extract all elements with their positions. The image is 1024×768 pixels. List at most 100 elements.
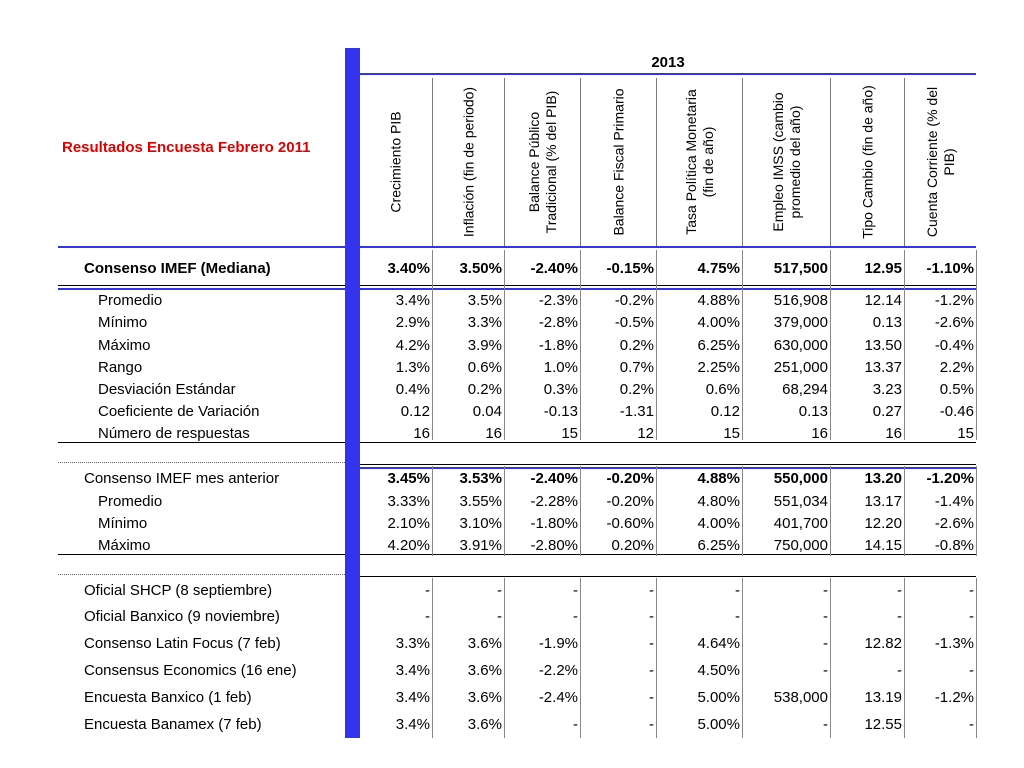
table-cell: - — [823, 635, 828, 652]
table-cell: 0.6% — [467, 359, 502, 376]
table-cell: 6.25% — [697, 537, 740, 554]
column-header-label: Balance Público Tradicional (% del PIB) — [526, 90, 559, 234]
table-cell: - — [649, 635, 654, 652]
table-cell: - — [425, 608, 430, 625]
table-cell: -1.4% — [934, 493, 974, 510]
table-cell: -0.5% — [614, 314, 654, 331]
table-cell: -2.6% — [934, 314, 974, 331]
table-cell: 16 — [811, 425, 828, 442]
row-label: Mínimo — [98, 314, 148, 331]
section-line — [58, 554, 345, 555]
table-cell: 3.45% — [387, 470, 430, 487]
section-line-blue — [360, 467, 976, 469]
table-cell: 4.00% — [697, 515, 740, 532]
column-divider — [432, 250, 433, 440]
table-cell: -0.46 — [939, 403, 974, 420]
table-cell: 0.2% — [467, 381, 502, 398]
table-cell: 3.4% — [395, 689, 430, 706]
table-cell: 12 — [637, 425, 654, 442]
row-label: Oficial SHCP (8 septiembre) — [84, 582, 273, 599]
table-cell: 3.50% — [459, 260, 502, 277]
section-line — [360, 285, 976, 286]
column-divider — [432, 578, 433, 738]
column-header-label: Crecimiento PIB — [387, 111, 404, 213]
table-title: Resultados Encuesta Febrero 2011 — [62, 139, 311, 156]
table-cell: 15 — [561, 425, 578, 442]
column-header-label: Tipo Cambio (fin de año) — [859, 85, 876, 239]
table-cell: 538,000 — [773, 689, 828, 706]
column-divider — [580, 578, 581, 738]
column-divider — [580, 250, 581, 440]
table-cell: -0.8% — [934, 537, 974, 554]
table-cell: -1.31 — [619, 403, 654, 420]
table-cell: -1.8% — [538, 337, 578, 354]
row-label: Consenso Latin Focus (7 feb) — [84, 635, 281, 652]
column-divider — [742, 578, 743, 738]
table-cell: 3.3% — [395, 635, 430, 652]
section-line — [360, 464, 976, 465]
blue-divider-bar — [345, 48, 360, 738]
table-cell: 0.04 — [472, 403, 502, 420]
column-divider — [904, 250, 905, 440]
column-header: Tasa Política Monetaria (fin de año) — [656, 78, 743, 246]
table-cell: - — [573, 582, 578, 599]
table-cell: -0.15% — [606, 260, 654, 277]
table-cell: 630,000 — [773, 337, 828, 354]
table-cell: 1.3% — [395, 359, 430, 376]
table-cell: 4.20% — [387, 537, 430, 554]
table-cell: 3.4% — [395, 662, 430, 679]
table-cell: 0.13 — [872, 314, 902, 331]
table-cell: 3.6% — [467, 689, 502, 706]
table-cell: - — [823, 582, 828, 599]
table-cell: 16 — [885, 425, 902, 442]
column-divider — [976, 250, 977, 440]
column-header: Cuenta Corriente (% del PIB) — [904, 78, 977, 246]
row-label: Encuesta Banamex (7 feb) — [84, 716, 262, 733]
table-cell: 3.53% — [459, 470, 502, 487]
table-cell: 401,700 — [773, 515, 828, 532]
table-cell: 516,908 — [773, 292, 828, 309]
column-divider — [830, 578, 831, 738]
section-line — [360, 576, 976, 577]
table-cell: -1.2% — [934, 689, 974, 706]
table-cell: 0.20% — [611, 537, 654, 554]
column-divider — [742, 466, 743, 556]
table-cell: 0.12 — [710, 403, 740, 420]
table-cell: 0.7% — [619, 359, 654, 376]
table-cell: 3.9% — [467, 337, 502, 354]
table-cell: 14.15 — [864, 537, 902, 554]
column-divider — [656, 466, 657, 556]
table-cell: -1.2% — [934, 292, 974, 309]
year-header: 2013 — [651, 54, 685, 71]
table-cell: - — [573, 716, 578, 733]
table-cell: 4.75% — [697, 260, 740, 277]
table-cell: 0.12 — [400, 403, 430, 420]
column-divider — [904, 578, 905, 738]
table-cell: 3.4% — [395, 716, 430, 733]
table-cell: 4.88% — [697, 470, 740, 487]
table-cell: 13.17 — [864, 493, 902, 510]
row-label: Desviación Estándar — [98, 381, 236, 398]
table-cell: 13.37 — [864, 359, 902, 376]
table-cell: 4.64% — [697, 635, 740, 652]
table-cell: 517,500 — [773, 260, 828, 277]
table-cell: 15 — [723, 425, 740, 442]
table-cell: 12.82 — [864, 635, 902, 652]
section-line — [360, 442, 976, 443]
column-header: Balance Fiscal Primario — [580, 78, 657, 246]
header-bottom-line — [58, 246, 976, 248]
row-label: Consenso IMEF mes anterior — [84, 470, 280, 487]
column-divider — [432, 466, 433, 556]
section-line-blue — [58, 288, 345, 290]
table-cell: -1.20% — [926, 470, 974, 487]
table-cell: - — [735, 582, 740, 599]
table-cell: 5.00% — [697, 716, 740, 733]
table-cell: -0.20% — [606, 470, 654, 487]
table-cell: 4.2% — [395, 337, 430, 354]
table-cell: - — [823, 716, 828, 733]
table-cell: -0.20% — [606, 493, 654, 510]
column-divider — [504, 466, 505, 556]
table-cell: -0.13 — [543, 403, 578, 420]
table-cell: -2.2% — [538, 662, 578, 679]
column-header-label: Tasa Política Monetaria (fin de año) — [683, 89, 716, 235]
